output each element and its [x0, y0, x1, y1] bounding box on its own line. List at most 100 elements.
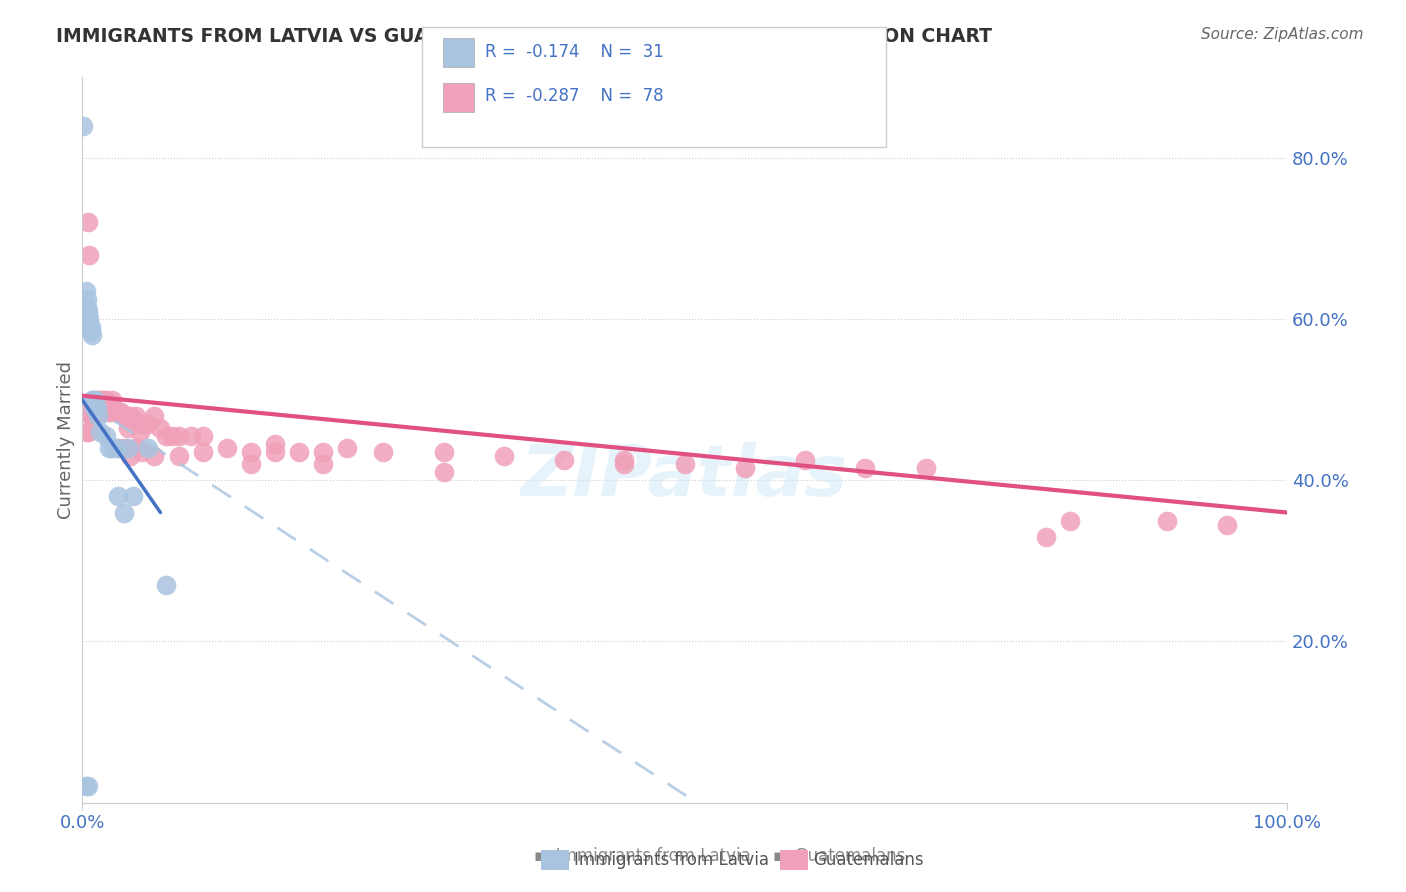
Point [117, 421, 139, 435]
Point [1059, 514, 1081, 528]
Point [76, 292, 98, 306]
Point [76, 425, 98, 439]
Text: ▪  Guatemalans: ▪ Guatemalans [773, 847, 905, 865]
Point [96, 392, 118, 407]
Y-axis label: Currently Married: Currently Married [58, 361, 75, 519]
Point [167, 449, 190, 463]
Point [120, 449, 142, 463]
Point [89, 425, 111, 439]
Point [167, 429, 190, 443]
Point [1216, 517, 1239, 532]
Point [264, 445, 287, 459]
Point [110, 405, 132, 419]
Point [83, 401, 105, 415]
Point [101, 392, 124, 407]
Point [82, 392, 104, 407]
Point [93, 397, 115, 411]
Point [80, 328, 103, 343]
Point [138, 417, 160, 431]
Point [79, 320, 101, 334]
Text: Guatemalans: Guatemalans [813, 851, 924, 869]
Point [87, 392, 110, 407]
Point [264, 437, 287, 451]
Point [121, 490, 143, 504]
Point [79, 316, 101, 330]
Point [93, 392, 115, 407]
Point [86, 397, 108, 411]
Text: ▪  Immigrants from Latvia: ▪ Immigrants from Latvia [534, 847, 751, 865]
Point [80, 409, 103, 423]
Point [122, 413, 145, 427]
Point [155, 578, 177, 592]
Point [239, 445, 262, 459]
Point [107, 441, 129, 455]
Point [96, 405, 118, 419]
Point [613, 453, 636, 467]
Point [117, 441, 139, 455]
Point [72, 119, 94, 133]
Text: R =  -0.287    N =  78: R = -0.287 N = 78 [485, 87, 664, 105]
Point [155, 429, 177, 443]
Point [120, 409, 142, 423]
Point [75, 780, 97, 794]
Point [83, 397, 105, 411]
Text: Source: ZipAtlas.com: Source: ZipAtlas.com [1201, 27, 1364, 42]
Point [433, 465, 456, 479]
Point [77, 215, 100, 229]
Point [72, 401, 94, 415]
Point [77, 425, 100, 439]
Point [73, 401, 96, 415]
Point [101, 441, 124, 455]
Point [336, 441, 359, 455]
Point [87, 409, 110, 423]
Point [97, 441, 120, 455]
Point [77, 308, 100, 322]
Point [553, 453, 575, 467]
Point [215, 441, 238, 455]
Point [433, 445, 456, 459]
Point [98, 405, 121, 419]
Point [191, 445, 214, 459]
Point [131, 417, 153, 431]
Point [75, 284, 97, 298]
Point [794, 453, 817, 467]
Point [79, 312, 101, 326]
Point [112, 409, 135, 423]
Point [492, 449, 515, 463]
Point [131, 445, 153, 459]
Point [125, 409, 148, 423]
Point [97, 401, 120, 415]
Point [82, 409, 104, 423]
Point [149, 421, 172, 435]
Point [125, 441, 148, 455]
Point [75, 405, 97, 419]
Point [79, 324, 101, 338]
Point [77, 780, 100, 794]
Point [83, 392, 105, 407]
Point [104, 405, 127, 419]
Point [112, 441, 135, 455]
Point [853, 461, 876, 475]
Point [86, 401, 108, 415]
Point [143, 409, 166, 423]
Point [734, 461, 756, 475]
Point [180, 429, 202, 443]
Point [84, 392, 107, 407]
Point [96, 429, 118, 443]
Point [138, 441, 160, 455]
Point [79, 409, 101, 423]
Text: Immigrants from Latvia: Immigrants from Latvia [574, 851, 769, 869]
Point [101, 401, 124, 415]
Point [312, 457, 335, 471]
Point [107, 490, 129, 504]
Point [373, 445, 395, 459]
Point [87, 397, 110, 411]
Point [613, 457, 636, 471]
Point [77, 304, 100, 318]
Point [79, 248, 101, 262]
Point [91, 392, 114, 407]
Point [112, 506, 135, 520]
Point [76, 300, 98, 314]
Text: ZIPatlas: ZIPatlas [520, 442, 848, 511]
Point [89, 392, 111, 407]
